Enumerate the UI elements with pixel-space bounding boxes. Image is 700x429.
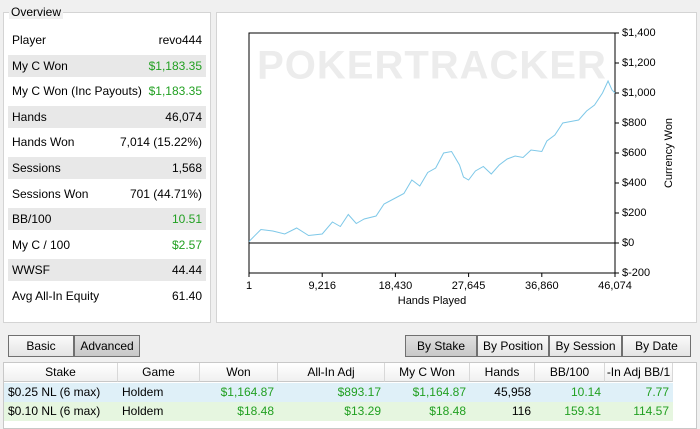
overview-row: My C Won (Inc Payouts) $1,183.35 xyxy=(8,80,206,102)
row-value: 44.44 xyxy=(171,263,202,278)
watermark: POKERTRACKER xyxy=(257,44,607,88)
chart-panel: POKERTRACKER $-200 $0 $200 $400 $600 $800 $1,00… xyxy=(216,12,697,323)
table-cell: $0.25 NL (6 max) xyxy=(8,385,101,399)
table-cell: 159.31 xyxy=(564,404,601,418)
table-cell: 7.77 xyxy=(645,385,669,399)
x-tick-label: 36,860 xyxy=(525,280,559,292)
y-tick-label: $600 xyxy=(622,147,646,159)
table-cell: $18.48 xyxy=(237,404,274,418)
row-value: 10.51 xyxy=(171,212,202,227)
y-tick-label: $200 xyxy=(622,207,646,219)
overview-row: Sessions 1,568 xyxy=(8,157,206,179)
y-tick-label: $1,200 xyxy=(622,57,656,69)
table-cell: $13.29 xyxy=(344,404,381,418)
tab-button[interactable]: Advanced xyxy=(74,335,140,357)
column-header[interactable]: Won xyxy=(200,363,278,382)
column-header[interactable]: -In Adj BB/1 xyxy=(605,363,673,382)
overview-row: WWSF 44.44 xyxy=(8,259,206,282)
table-cell: $893.17 xyxy=(337,385,381,399)
row-value: 7,014 (15.22%) xyxy=(119,135,202,150)
y-tick-label: $800 xyxy=(622,117,646,129)
row-value: 701 (44.71%) xyxy=(129,186,202,201)
row-label: Player xyxy=(12,33,47,47)
column-header[interactable]: BB/100 xyxy=(535,363,605,382)
row-label: BB/100 xyxy=(12,212,52,227)
chart: POKERTRACKER $-200 $0 $200 $400 $600 $800 $1,00… xyxy=(246,27,675,307)
row-value: 1,568 xyxy=(171,161,202,175)
table-row[interactable]: $0.25 NL (6 max) Holdem $1,164.87 $893.17 $1… xyxy=(4,383,673,402)
column-header[interactable]: My C Won xyxy=(385,363,470,382)
row-value: $1,183.35 xyxy=(148,84,202,99)
line-series xyxy=(248,79,616,242)
overview-row: My C Won $1,183.35 xyxy=(8,54,206,77)
row-value: $2.57 xyxy=(171,237,202,252)
y-tick-label: $-200 xyxy=(622,267,650,279)
row-label: Sessions Won xyxy=(12,186,89,201)
row-label: Hands Won xyxy=(12,135,75,150)
overview-row: My C / 100 $2.57 xyxy=(8,234,206,256)
overview-row: Avg All-In Equity 61.40 xyxy=(8,285,206,307)
overview-row: Hands 46,074 xyxy=(8,105,206,128)
row-label: My C / 100 xyxy=(12,237,71,252)
row-value: revo444 xyxy=(158,33,202,47)
table-cell: 116 xyxy=(511,404,531,418)
x-tick-label: 46,074 xyxy=(598,280,632,292)
row-label: Hands xyxy=(12,109,47,124)
table-cell: Holdem xyxy=(122,404,164,418)
x-axis-label: Hands Played xyxy=(398,295,467,307)
row-label: WWSF xyxy=(12,263,50,278)
y-tick-label: $1,000 xyxy=(622,87,656,99)
x-tick-label: 18,430 xyxy=(379,280,413,292)
overview-row: BB/100 10.51 xyxy=(8,208,206,231)
column-header[interactable]: Hands xyxy=(470,363,535,382)
table-cell: 114.57 xyxy=(633,404,669,418)
tab-button[interactable]: By Session xyxy=(549,335,622,357)
y-axis-label: Currency Won xyxy=(663,118,675,188)
table-row[interactable]: $0.10 NL (6 max) Holdem $18.48 $13.29 $18.48… xyxy=(4,402,673,421)
row-label: My C Won xyxy=(12,58,68,73)
table-cell: 10.14 xyxy=(570,385,601,399)
table-cell: $0.10 NL (6 max) xyxy=(8,404,101,418)
x-tick-label: 27,645 xyxy=(452,280,486,292)
table-cell: Holdem xyxy=(122,385,164,399)
y-tick-label: $1,400 xyxy=(622,27,656,39)
row-value: 46,074 xyxy=(165,109,202,124)
row-value: 61.40 xyxy=(171,289,202,303)
tab-button[interactable]: Basic xyxy=(8,335,74,357)
table-cell: $18.48 xyxy=(429,404,466,418)
stats-table: Stake Game Won All-In Adj My C Won Hands BB/10… xyxy=(3,362,697,429)
row-label: Sessions xyxy=(12,161,61,175)
x-tick-label: 1 xyxy=(246,280,252,292)
tab-button[interactable]: By Position xyxy=(477,335,549,357)
column-header[interactable]: All-In Adj xyxy=(278,363,385,382)
overview-row: Player revo444 xyxy=(8,29,206,51)
table-cell: $1,164.87 xyxy=(412,385,466,399)
row-label: Avg All-In Equity xyxy=(12,289,100,303)
row-label: My C Won (Inc Payouts) xyxy=(12,84,142,99)
overview-row: Sessions Won 701 (44.71%) xyxy=(8,183,206,205)
table-cell: $1,164.87 xyxy=(220,385,274,399)
column-header[interactable]: Stake xyxy=(4,363,118,382)
column-header[interactable]: Game xyxy=(118,363,200,382)
row-value: $1,183.35 xyxy=(148,58,202,73)
overview-row: Hands Won 7,014 (15.22%) xyxy=(8,131,206,153)
overview-title: Overview xyxy=(9,5,64,19)
table-cell: 45,958 xyxy=(494,385,531,399)
y-tick-label: $400 xyxy=(622,177,646,189)
x-tick-label: 9,216 xyxy=(308,280,336,292)
tab-button[interactable]: By Stake xyxy=(405,335,477,357)
tab-button[interactable]: By Date xyxy=(622,335,691,357)
y-tick-label: $0 xyxy=(622,237,634,249)
